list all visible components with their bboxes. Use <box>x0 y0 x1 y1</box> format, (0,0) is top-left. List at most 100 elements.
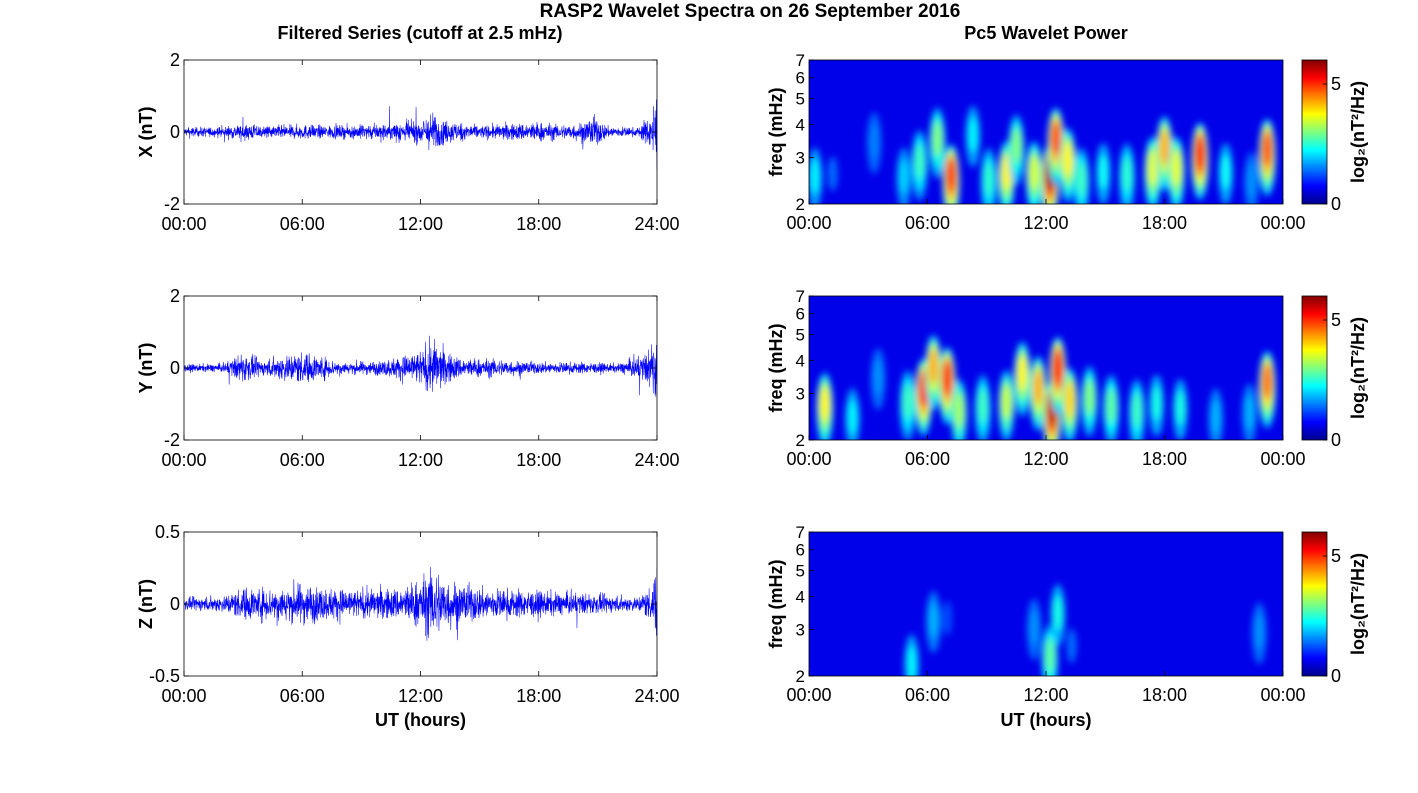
wavelet-blob <box>1011 128 1022 164</box>
wavelet-blob <box>1029 154 1040 190</box>
wavelet-blob <box>1050 121 1061 156</box>
wavelet-y-label: freq (mHz) <box>766 323 786 412</box>
wavelet-blob <box>1017 355 1028 391</box>
colorbar-tick-label: 5 <box>1331 310 1341 330</box>
wavelet-blob <box>869 123 880 159</box>
wavelet-blob <box>942 601 953 636</box>
wavelet-blob <box>1062 141 1073 177</box>
series-y-tick-label: 0 <box>170 358 180 378</box>
series-y-tick-label: -2 <box>164 430 180 450</box>
wavelet-y-tick-label: 2 <box>796 431 805 450</box>
wavelet-blob <box>932 121 943 157</box>
wavelet-y-tick-label: 5 <box>796 562 805 581</box>
series-x-tick-label: 24:00 <box>634 450 679 470</box>
wavelet-blob <box>1175 390 1186 426</box>
series-x-label: UT (hours) <box>375 710 466 730</box>
colorbar-gradient <box>1301 531 1328 677</box>
series-y-tick-label: -0.5 <box>149 666 180 686</box>
wavelet-y-tick-label: 7 <box>796 51 805 70</box>
wavelet-blob <box>1244 394 1255 430</box>
series-panel-z: -0.5 0 0.5 00:00 06:00 12:00 18:00 24:00 Z (nT) U… <box>136 522 680 730</box>
wavelet-blob <box>942 360 953 396</box>
wavelet-x-tick-label: 18:00 <box>1142 685 1187 705</box>
wavelet-blob <box>1262 364 1273 400</box>
colorbar-tick-label: 0 <box>1331 430 1341 450</box>
wavelet-y-tick-label: 6 <box>796 541 805 560</box>
wavelet-blob <box>1066 628 1077 664</box>
wavelet-blob-layer <box>809 105 1276 204</box>
series-y-tick-label: 0.5 <box>155 522 180 542</box>
wavelet-blob <box>1131 392 1142 428</box>
wavelet-blob <box>1195 135 1206 171</box>
wavelet-y-tick-label: 2 <box>796 195 805 214</box>
wavelet-x-tick-label: 18:00 <box>1142 213 1187 233</box>
wavelet-blobs <box>809 105 1276 204</box>
wavelet-blob <box>1220 154 1231 190</box>
wavelet-x-tick-label: 00:00 <box>1260 213 1305 233</box>
series-x-tick-label: 06:00 <box>280 686 325 706</box>
wavelet-blob <box>873 359 884 395</box>
wavelet-y-label: freq (mHz) <box>766 87 786 176</box>
wavelet-blob <box>1246 163 1257 199</box>
series-x-tick-label: 24:00 <box>634 214 679 234</box>
series-y-tick-label: 2 <box>170 50 180 70</box>
wavelet-x-tick-label: 12:00 <box>1023 685 1068 705</box>
wavelet-blob <box>946 157 957 193</box>
wavelet-blob <box>983 161 994 197</box>
wavelet-blob-layer <box>816 335 1276 440</box>
series-line-y <box>184 335 657 397</box>
wavelet-blob <box>1033 369 1044 405</box>
wavelet-y-tick-label: 4 <box>796 587 805 606</box>
series-x-tick-label: 06:00 <box>280 214 325 234</box>
series-y-label: X (nT) <box>136 107 156 158</box>
wavelet-x-tick-label: 00:00 <box>786 685 831 705</box>
wavelet-y-tick-label: 3 <box>796 148 805 167</box>
colorbar-tick-label: 5 <box>1331 546 1341 566</box>
wavelet-blobs <box>904 584 1267 676</box>
series-panel-y: -2 0 2 00:00 06:00 12:00 18:00 24:00 Y (nT) <box>136 286 680 470</box>
wavelet-x-tick-label: 06:00 <box>905 213 950 233</box>
colorbar: 0 5 log₂(nT²/Hz) <box>1301 295 1368 450</box>
series-y-tick-label: -2 <box>164 194 180 214</box>
series-y-tick-label: 0 <box>170 594 180 614</box>
wavelet-blob <box>1254 613 1265 649</box>
series-x-tick-label: 00:00 <box>161 450 206 470</box>
wavelet-blob <box>1210 399 1221 435</box>
series-x-tick-label: 18:00 <box>516 214 561 234</box>
series-x-tick-label: 18:00 <box>516 686 561 706</box>
wavelet-y-tick-label: 5 <box>796 326 805 345</box>
wavelet-x-tick-label: 00:00 <box>1260 685 1305 705</box>
wavelet-blob <box>1122 156 1132 192</box>
wavelet-blob <box>809 158 820 194</box>
colorbar-label: log₂(nT²/Hz) <box>1348 81 1368 183</box>
wavelet-blob <box>1001 154 1012 190</box>
wavelet-blob <box>1001 384 1012 419</box>
wavelet-x-tick-label: 12:00 <box>1023 213 1068 233</box>
colorbar-tick-label: 0 <box>1331 666 1341 686</box>
wavelet-y-tick-label: 5 <box>796 90 805 109</box>
colorbar-tick-label: 5 <box>1331 74 1341 94</box>
wavelet-blob <box>1064 382 1075 417</box>
wavelet-blob <box>906 645 917 676</box>
wavelet-x-tick-label: 12:00 <box>1023 449 1068 469</box>
wavelet-blob <box>1098 154 1109 190</box>
wavelet-panel-z: 2 3 4 5 67 00:00 06:00 12:00 18:00 00:00 freq (mHz… <box>766 523 1368 730</box>
wavelet-blob <box>1151 386 1162 421</box>
series-x-tick-label: 24:00 <box>634 686 679 706</box>
wavelet-y-tick-label: 4 <box>796 115 805 134</box>
series-x-tick-label: 06:00 <box>280 450 325 470</box>
colorbar: 0 5 log₂(nT²/Hz) <box>1301 59 1368 214</box>
right-column-title: Pc5 Wavelet Power <box>964 23 1127 43</box>
wavelet-blob <box>954 392 965 428</box>
wavelet-x-tick-label: 00:00 <box>786 213 831 233</box>
series-x-tick-label: 00:00 <box>161 214 206 234</box>
wavelet-y-tick-label: 2 <box>796 667 805 686</box>
left-column-title: Filtered Series (cutoff at 2.5 mHz) <box>277 23 562 43</box>
wavelet-y-tick-label: 7 <box>796 287 805 306</box>
wavelet-panel-x: 2 3 4 5 67 00:00 06:00 12:00 18:00 00:00 freq (mHz… <box>766 51 1368 233</box>
wavelet-y-tick-label: 3 <box>796 620 805 639</box>
wavelet-y-tick-label: 6 <box>796 305 805 324</box>
wavelet-blob <box>819 386 830 422</box>
